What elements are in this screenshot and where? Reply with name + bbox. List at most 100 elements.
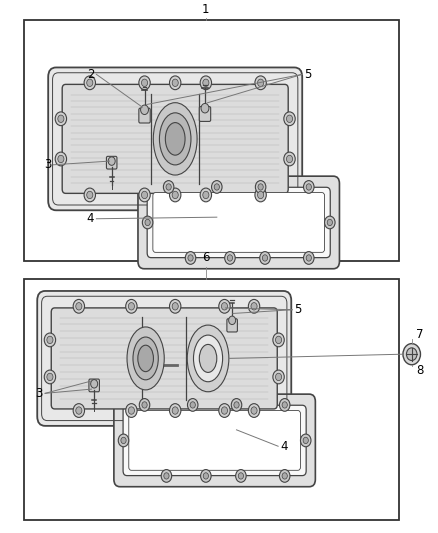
Text: 1: 1 (202, 3, 210, 15)
Text: 4: 4 (87, 212, 94, 225)
Ellipse shape (159, 113, 191, 165)
Circle shape (185, 252, 196, 264)
FancyBboxPatch shape (37, 291, 291, 426)
Circle shape (284, 152, 295, 166)
FancyBboxPatch shape (62, 84, 288, 193)
Circle shape (258, 79, 264, 86)
Circle shape (282, 402, 287, 408)
Text: 2: 2 (87, 68, 94, 81)
Circle shape (273, 370, 284, 384)
FancyBboxPatch shape (153, 192, 325, 252)
FancyBboxPatch shape (51, 308, 277, 409)
Circle shape (303, 437, 308, 443)
Circle shape (73, 300, 85, 313)
Circle shape (203, 191, 209, 199)
Circle shape (284, 112, 295, 126)
Circle shape (141, 79, 148, 86)
Circle shape (306, 184, 311, 190)
Circle shape (84, 76, 95, 90)
Circle shape (161, 470, 172, 482)
Circle shape (47, 373, 53, 381)
Circle shape (258, 184, 263, 190)
Circle shape (200, 188, 212, 202)
Circle shape (273, 333, 284, 347)
Circle shape (304, 252, 314, 264)
FancyBboxPatch shape (147, 187, 330, 257)
Circle shape (76, 303, 82, 310)
Text: 5: 5 (304, 68, 312, 81)
FancyBboxPatch shape (123, 405, 306, 475)
Circle shape (170, 188, 181, 202)
Circle shape (406, 348, 417, 360)
Text: 8: 8 (416, 364, 423, 376)
Circle shape (44, 333, 56, 347)
Circle shape (214, 184, 219, 190)
Circle shape (327, 219, 332, 225)
FancyBboxPatch shape (227, 319, 237, 332)
Circle shape (238, 473, 244, 479)
Circle shape (229, 316, 236, 325)
Circle shape (47, 336, 53, 344)
Circle shape (58, 115, 64, 123)
Circle shape (164, 473, 169, 479)
Circle shape (128, 407, 134, 414)
Circle shape (170, 76, 181, 90)
Circle shape (188, 255, 193, 261)
Circle shape (203, 79, 209, 86)
Text: 6: 6 (202, 251, 210, 264)
Circle shape (142, 216, 153, 229)
FancyBboxPatch shape (129, 410, 300, 470)
Circle shape (282, 473, 287, 479)
Circle shape (44, 370, 56, 384)
Circle shape (163, 181, 174, 193)
Circle shape (166, 184, 171, 190)
Ellipse shape (127, 327, 164, 390)
FancyBboxPatch shape (199, 107, 211, 122)
Circle shape (58, 155, 64, 163)
Circle shape (126, 300, 137, 313)
Ellipse shape (138, 345, 153, 372)
Circle shape (276, 373, 282, 381)
Circle shape (139, 76, 150, 90)
Circle shape (118, 434, 129, 447)
Bar (24, 279, 399, 520)
Text: 3: 3 (44, 158, 51, 171)
Circle shape (170, 300, 181, 313)
Circle shape (128, 303, 134, 310)
Ellipse shape (194, 335, 223, 382)
Circle shape (187, 399, 198, 411)
Circle shape (91, 379, 98, 388)
Circle shape (286, 155, 293, 163)
Circle shape (251, 303, 257, 310)
FancyBboxPatch shape (138, 176, 339, 269)
Circle shape (248, 403, 260, 417)
Circle shape (142, 402, 147, 408)
Circle shape (121, 437, 126, 443)
Circle shape (255, 188, 266, 202)
Circle shape (73, 403, 85, 417)
Circle shape (231, 399, 242, 411)
Circle shape (221, 407, 228, 414)
Circle shape (255, 76, 266, 90)
Circle shape (234, 402, 239, 408)
Ellipse shape (187, 325, 229, 392)
FancyBboxPatch shape (139, 108, 150, 123)
Ellipse shape (133, 337, 158, 380)
Circle shape (236, 470, 246, 482)
Circle shape (55, 152, 67, 166)
Circle shape (227, 255, 233, 261)
Circle shape (251, 407, 257, 414)
Circle shape (258, 191, 264, 199)
Circle shape (172, 303, 178, 310)
Text: 7: 7 (416, 328, 424, 341)
Circle shape (126, 403, 137, 417)
Circle shape (248, 300, 260, 313)
Circle shape (279, 399, 290, 411)
Circle shape (141, 105, 148, 115)
Circle shape (108, 157, 115, 165)
Circle shape (262, 255, 268, 261)
Circle shape (286, 115, 293, 123)
Circle shape (172, 79, 178, 86)
Circle shape (55, 112, 67, 126)
Circle shape (139, 399, 150, 411)
